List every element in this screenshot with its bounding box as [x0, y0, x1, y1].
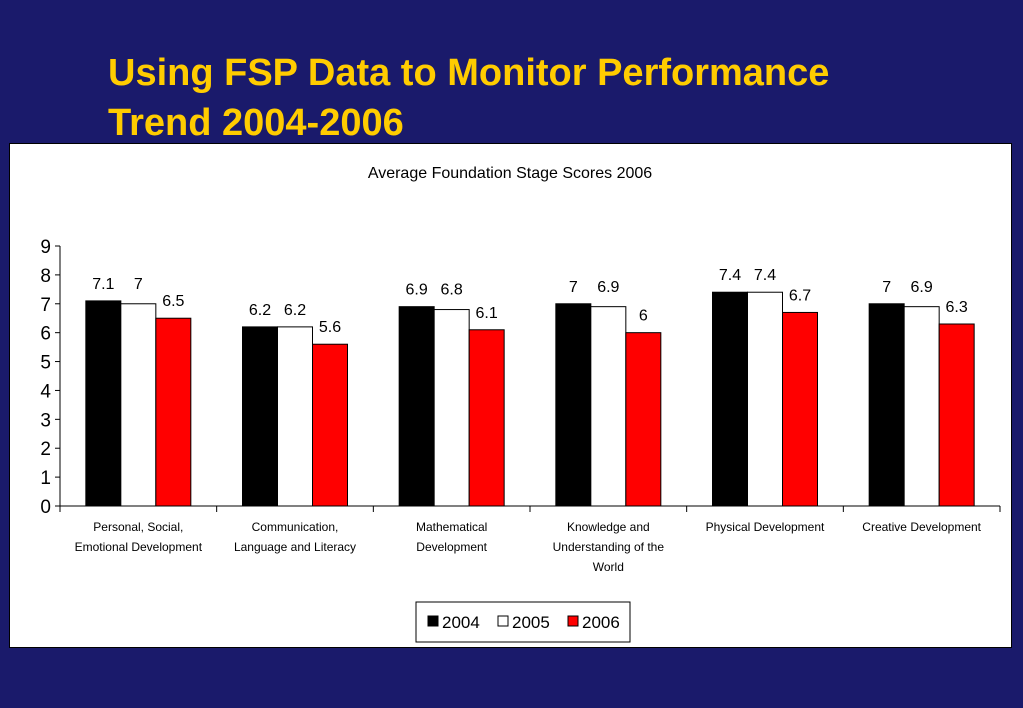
- bar-2004: [868, 303, 905, 507]
- bar-2005: [433, 309, 470, 507]
- chart-panel: Average Foundation Stage Scores 2006 0 1 2…: [9, 143, 1012, 648]
- slide-title-line-2: Trend 2004-2006: [108, 102, 404, 144]
- x-tick-label: Creative Development: [862, 520, 981, 534]
- bar-chart: Average Foundation Stage Scores 2006 0 1 2…: [40, 165, 1001, 643]
- legend-swatch-2004: [427, 615, 439, 627]
- data-label: 7.4: [719, 267, 741, 284]
- data-label: 7.1: [92, 276, 114, 293]
- bar-2005: [590, 306, 627, 507]
- bar-2006: [155, 317, 192, 507]
- legend-label: 2006: [582, 613, 620, 632]
- y-tick-label: 2: [40, 439, 51, 460]
- data-label: 7: [134, 276, 143, 293]
- data-label: 6.7: [789, 287, 811, 304]
- y-tick-label: 6: [40, 324, 51, 345]
- y-tick-label: 0: [40, 497, 51, 518]
- chart-value-labels: 7.1 7 6.5 6.2 6.2 5.6 6.9 6.8 6.1 7 6.9 6 7.4 7.4 6.7 7…: [92, 267, 968, 336]
- x-tick-label: World: [593, 560, 624, 574]
- chart-title: Average Foundation Stage Scores 2006: [368, 165, 652, 182]
- slide-title: Using FSP Data to Monitor Performance Tr…: [108, 48, 829, 148]
- y-tick-label: 1: [40, 468, 51, 489]
- y-tick-label: 8: [40, 266, 51, 287]
- data-label: 6.5: [162, 293, 184, 310]
- legend-label: 2004: [442, 613, 480, 632]
- chart-category-labels: Personal, Social, Emotional Development Co…: [75, 520, 982, 574]
- data-label: 6.1: [476, 305, 498, 322]
- bar-2006: [468, 329, 505, 507]
- data-label: 5.6: [319, 319, 341, 336]
- data-label: 6.9: [406, 282, 428, 299]
- chart-axes: 0 1 2 3 4 5 6 7 8 9: [40, 237, 1001, 518]
- data-label: 6.2: [249, 302, 271, 319]
- x-tick-label: Knowledge and: [567, 520, 650, 534]
- x-tick-label: Language and Literacy: [234, 540, 356, 554]
- data-label: 6: [639, 308, 648, 325]
- data-label: 7.4: [754, 267, 776, 284]
- slide-title-line-1: Using FSP Data to Monitor Performance: [108, 52, 830, 94]
- x-tick-label: Emotional Development: [75, 540, 203, 554]
- data-label: 6.9: [597, 279, 619, 296]
- bar-2004: [242, 326, 278, 507]
- data-label: 7: [569, 279, 578, 296]
- chart-legend: 2004 2005 2006: [415, 601, 631, 643]
- y-tick-label: 3: [40, 410, 51, 431]
- legend-box: [415, 601, 631, 643]
- y-tick-label: 5: [40, 353, 51, 374]
- x-tick-label: Development: [416, 540, 487, 554]
- data-label: 7: [882, 279, 891, 296]
- x-tick-label: Mathematical: [416, 520, 487, 534]
- legend-label: 2005: [512, 613, 550, 632]
- data-label: 6.8: [441, 282, 463, 299]
- legend-swatch-2005: [497, 615, 509, 627]
- y-tick-label: 4: [40, 381, 51, 402]
- bar-2005: [120, 303, 157, 507]
- bar-2004: [85, 300, 122, 507]
- data-label: 6.2: [284, 302, 306, 319]
- x-tick-label: Physical Development: [706, 520, 825, 534]
- chart-bars: [85, 291, 975, 507]
- bar-2005: [903, 306, 940, 507]
- x-tick-label: Personal, Social,: [93, 520, 183, 534]
- legend-swatch-2006: [567, 615, 579, 627]
- data-label: 6.9: [911, 279, 933, 296]
- data-label: 6.3: [946, 299, 968, 316]
- bar-2005: [277, 326, 313, 507]
- bar-2004: [398, 306, 435, 507]
- bar-2006: [625, 332, 662, 507]
- y-tick-label: 7: [40, 295, 51, 316]
- x-tick-label: Understanding of the: [553, 540, 665, 554]
- y-tick-label: 9: [40, 237, 51, 258]
- bar-2006: [938, 323, 975, 507]
- bar-2004: [555, 303, 592, 507]
- bar-2006: [782, 311, 818, 507]
- x-tick-label: Communication,: [252, 520, 339, 534]
- bar-2005: [747, 291, 783, 507]
- bar-2006: [312, 343, 348, 507]
- bar-2004: [712, 291, 748, 507]
